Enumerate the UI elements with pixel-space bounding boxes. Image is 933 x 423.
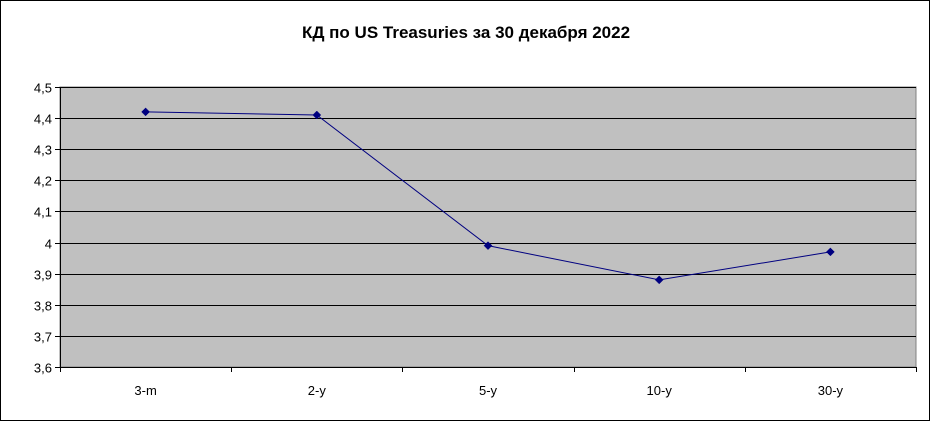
y-tick-label: 4,2 <box>34 174 52 189</box>
data-point-marker <box>826 247 835 257</box>
y-tick-label: 4,1 <box>34 205 52 220</box>
plot-area <box>59 86 917 368</box>
y-tick-label: 4,5 <box>34 81 52 96</box>
y-tick-label: 3,6 <box>34 361 52 376</box>
y-tick-label: 3,7 <box>34 330 52 345</box>
data-point-marker <box>483 241 493 251</box>
x-tick-label: 5-y <box>479 383 498 398</box>
chart-title: КД по US Treasuries за 30 декабря 2022 <box>301 23 631 42</box>
axes <box>55 87 917 372</box>
y-tick-label: 4 <box>45 237 52 252</box>
y-tick-label: 3,9 <box>34 268 52 283</box>
series-layer <box>141 107 835 285</box>
y-tick-label: 4,4 <box>34 112 52 127</box>
x-tick-label: 10-y <box>647 383 673 398</box>
x-tick-labels: 3-m 2-y 5-y 10-y 30-y <box>134 383 843 398</box>
data-point-marker <box>654 275 664 285</box>
y-tick-labels: 3,6 3,7 3,8 3,9 4 4,1 4,2 4,3 4,4 4,5 <box>34 81 52 376</box>
x-tick-label: 30-y <box>818 383 844 398</box>
data-point-marker <box>312 110 322 120</box>
data-point-marker <box>141 107 150 117</box>
y-tick-label: 4,3 <box>34 143 52 158</box>
x-tick-label: 3-m <box>134 383 156 398</box>
x-tick-label: 2-y <box>308 383 327 398</box>
y-tick-label: 3,8 <box>34 299 52 314</box>
